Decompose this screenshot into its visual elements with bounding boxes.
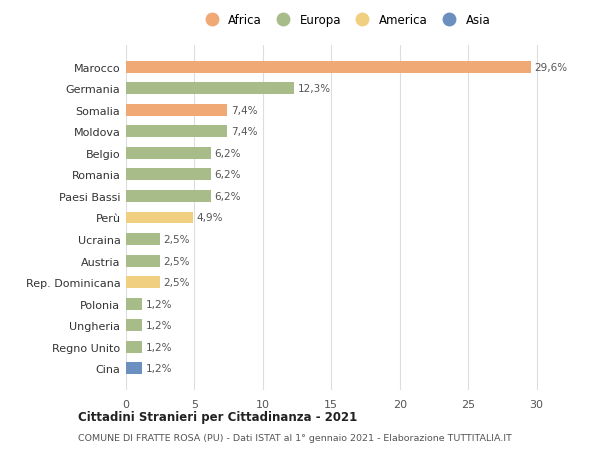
Text: 1,2%: 1,2%: [146, 299, 172, 309]
Text: 6,2%: 6,2%: [214, 191, 241, 202]
Bar: [126, 363, 142, 375]
Text: 1,2%: 1,2%: [146, 342, 172, 352]
Bar: [126, 169, 211, 181]
Text: 4,9%: 4,9%: [196, 213, 223, 223]
Text: 29,6%: 29,6%: [535, 62, 568, 73]
Bar: [126, 277, 160, 288]
Bar: [126, 234, 160, 246]
Bar: [126, 148, 211, 159]
Bar: [126, 341, 142, 353]
Bar: [126, 298, 142, 310]
Bar: [126, 212, 193, 224]
Text: COMUNE DI FRATTE ROSA (PU) - Dati ISTAT al 1° gennaio 2021 - Elaborazione TUTTIT: COMUNE DI FRATTE ROSA (PU) - Dati ISTAT …: [78, 433, 512, 442]
Text: 12,3%: 12,3%: [298, 84, 331, 94]
Bar: [126, 105, 227, 117]
Text: 1,2%: 1,2%: [146, 364, 172, 374]
Text: 1,2%: 1,2%: [146, 320, 172, 330]
Text: 2,5%: 2,5%: [164, 235, 190, 245]
Bar: [126, 319, 142, 331]
Bar: [126, 255, 160, 267]
Legend: Africa, Europa, America, Asia: Africa, Europa, America, Asia: [196, 11, 494, 30]
Text: 2,5%: 2,5%: [164, 278, 190, 287]
Bar: [126, 126, 227, 138]
Text: 7,4%: 7,4%: [231, 127, 257, 137]
Text: 2,5%: 2,5%: [164, 256, 190, 266]
Text: 6,2%: 6,2%: [214, 170, 241, 180]
Text: 6,2%: 6,2%: [214, 149, 241, 158]
Bar: [126, 83, 295, 95]
Text: Cittadini Stranieri per Cittadinanza - 2021: Cittadini Stranieri per Cittadinanza - 2…: [78, 410, 357, 423]
Bar: [126, 62, 531, 73]
Text: 7,4%: 7,4%: [231, 106, 257, 116]
Bar: [126, 190, 211, 202]
